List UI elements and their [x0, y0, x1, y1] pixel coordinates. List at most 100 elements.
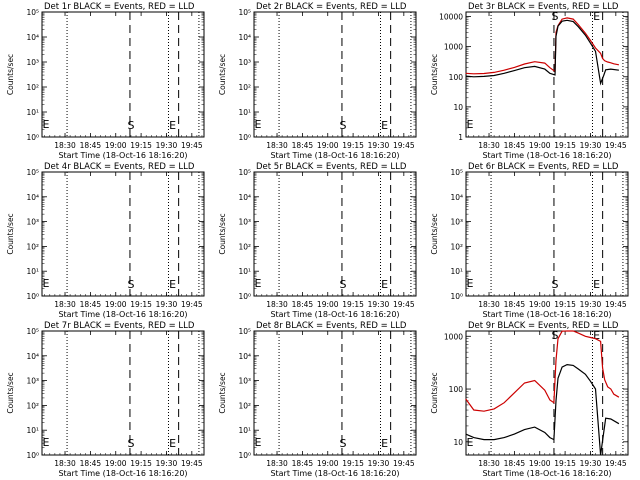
plot-frame [465, 330, 629, 456]
panel-7: Det 7r BLACK = Events, RED = LLD 18:30 18:… [6, 321, 205, 478]
end-marker-left: E [467, 277, 474, 290]
y-axis-label: Counts/sec [6, 372, 15, 413]
x-tick-label: 19:30 [580, 459, 602, 468]
start-marker: S [339, 437, 346, 450]
x-tick-label: 19:15 [130, 459, 152, 468]
panel-title: Det 1r BLACK = Events, RED = LLD [44, 2, 195, 12]
plot-frame [253, 330, 417, 456]
end-marker: E [593, 10, 600, 23]
x-tick-label: 19:30 [368, 459, 390, 468]
plot-frame [253, 11, 417, 138]
panel-title: Det 2r BLACK = Events, RED = LLD [256, 2, 407, 12]
y-tick-label: 10⁰ [238, 133, 251, 142]
x-tick-label: 19:45 [605, 459, 627, 468]
end-marker: E [593, 278, 600, 291]
x-axis-label: Start Time (18-Oct-16 18:16:20) [58, 310, 187, 319]
x-tick-label: 18:45 [292, 459, 314, 468]
x-tick-label: 19:45 [181, 459, 203, 468]
y-tick-label: 10⁵ [238, 8, 251, 17]
panel-5: Det 5r BLACK = Events, RED = LLD 18:30 18:… [218, 162, 417, 319]
x-tick-label: 19:00 [317, 300, 339, 309]
y-axis-label: Counts/sec [6, 54, 15, 95]
y-tick-label: 10¹ [450, 267, 463, 276]
x-tick-label: 19:15 [342, 141, 364, 150]
y-tick-label: 10¹ [238, 108, 251, 117]
x-axis-label: Start Time (18-Oct-16 18:16:20) [58, 151, 187, 160]
start-marker: S [127, 119, 134, 132]
y-tick-label: 10² [26, 242, 39, 251]
plot-frame [41, 171, 205, 297]
y-tick-label: 10⁵ [238, 168, 251, 177]
end-marker-left: E [43, 118, 50, 131]
y-axis-label: Counts/sec [430, 54, 439, 95]
x-tick-label: 19:15 [342, 300, 364, 309]
x-tick-label: 19:15 [554, 459, 576, 468]
y-tick-label: 10⁵ [26, 168, 39, 177]
x-tick-label: 19:00 [317, 459, 339, 468]
x-tick-label: 19:15 [554, 141, 576, 150]
y-tick-label: 10⁴ [238, 33, 251, 42]
series-line-black [465, 363, 620, 456]
x-tick-label: 19:30 [580, 300, 602, 309]
x-axis-label: Start Time (18-Oct-16 18:16:20) [58, 469, 187, 478]
x-tick-label: 19:30 [368, 141, 390, 150]
panel-title: Det 4r BLACK = Events, RED = LLD [44, 162, 195, 172]
y-tick-label: 10¹ [26, 267, 39, 276]
y-tick-label: 10¹ [26, 108, 39, 117]
plot-frame [465, 171, 629, 297]
end-marker-left: E [255, 118, 262, 131]
y-tick-label: 10000 [439, 13, 463, 22]
x-tick-label: 18:30 [478, 141, 500, 150]
y-tick-label: 10 [453, 103, 463, 112]
start-marker: S [551, 278, 558, 291]
x-tick-label: 18:30 [266, 459, 288, 468]
end-marker-left: E [255, 277, 262, 290]
end-marker: E [593, 329, 600, 342]
start-marker: S [551, 10, 558, 23]
x-tick-label: 19:00 [529, 141, 551, 150]
y-tick-label: 10¹ [26, 426, 39, 435]
x-tick-label: 19:30 [580, 141, 602, 150]
end-marker-left: E [467, 436, 474, 449]
x-axis-label: Start Time (18-Oct-16 18:16:20) [270, 469, 399, 478]
end-marker-left: E [255, 436, 262, 449]
x-tick-label: 19:45 [181, 300, 203, 309]
x-tick-label: 19:45 [605, 300, 627, 309]
x-tick-label: 18:30 [54, 459, 76, 468]
y-tick-label: 10² [26, 83, 39, 92]
x-tick-label: 19:15 [130, 141, 152, 150]
y-axis-label: Counts/sec [218, 372, 227, 413]
end-marker: E [169, 278, 176, 291]
y-tick-label: 10⁰ [238, 451, 251, 460]
y-tick-label: 10² [238, 401, 251, 410]
panel-title: Det 9r BLACK = Events, RED = LLD [468, 321, 619, 331]
x-tick-label: 19:30 [156, 300, 178, 309]
plot-frame [465, 11, 629, 138]
end-marker-left: E [43, 436, 50, 449]
start-marker: S [127, 278, 134, 291]
y-tick-label: 10³ [238, 218, 251, 227]
panel-title: Det 5r BLACK = Events, RED = LLD [256, 162, 407, 172]
x-tick-label: 19:30 [368, 300, 390, 309]
y-tick-label: 10⁵ [26, 327, 39, 336]
y-tick-label: 10³ [26, 218, 39, 227]
x-tick-label: 19:45 [393, 300, 415, 309]
y-axis-label: Counts/sec [6, 213, 15, 254]
y-axis-label: Counts/sec [430, 372, 439, 413]
x-tick-label: 18:45 [504, 459, 526, 468]
panel-6: Det 6r BLACK = Events, RED = LLD 18:30 18:… [430, 162, 629, 319]
y-tick-label: 10³ [238, 58, 251, 67]
x-tick-label: 19:00 [105, 300, 127, 309]
x-tick-label: 18:30 [266, 300, 288, 309]
y-tick-label: 10 [453, 438, 463, 447]
y-tick-label: 1000 [444, 43, 463, 52]
panel-3: Det 3r BLACK = Events, RED = LLD 18:30 18:… [430, 2, 629, 160]
x-tick-label: 18:45 [80, 300, 102, 309]
x-tick-label: 19:00 [529, 300, 551, 309]
y-tick-label: 1000 [444, 332, 463, 341]
x-axis-label: Start Time (18-Oct-16 18:16:20) [482, 310, 611, 319]
y-tick-label: 10² [26, 401, 39, 410]
y-tick-label: 10³ [26, 58, 39, 67]
panel-9: Det 9r BLACK = Events, RED = LLD 18:30 18:… [430, 321, 629, 478]
